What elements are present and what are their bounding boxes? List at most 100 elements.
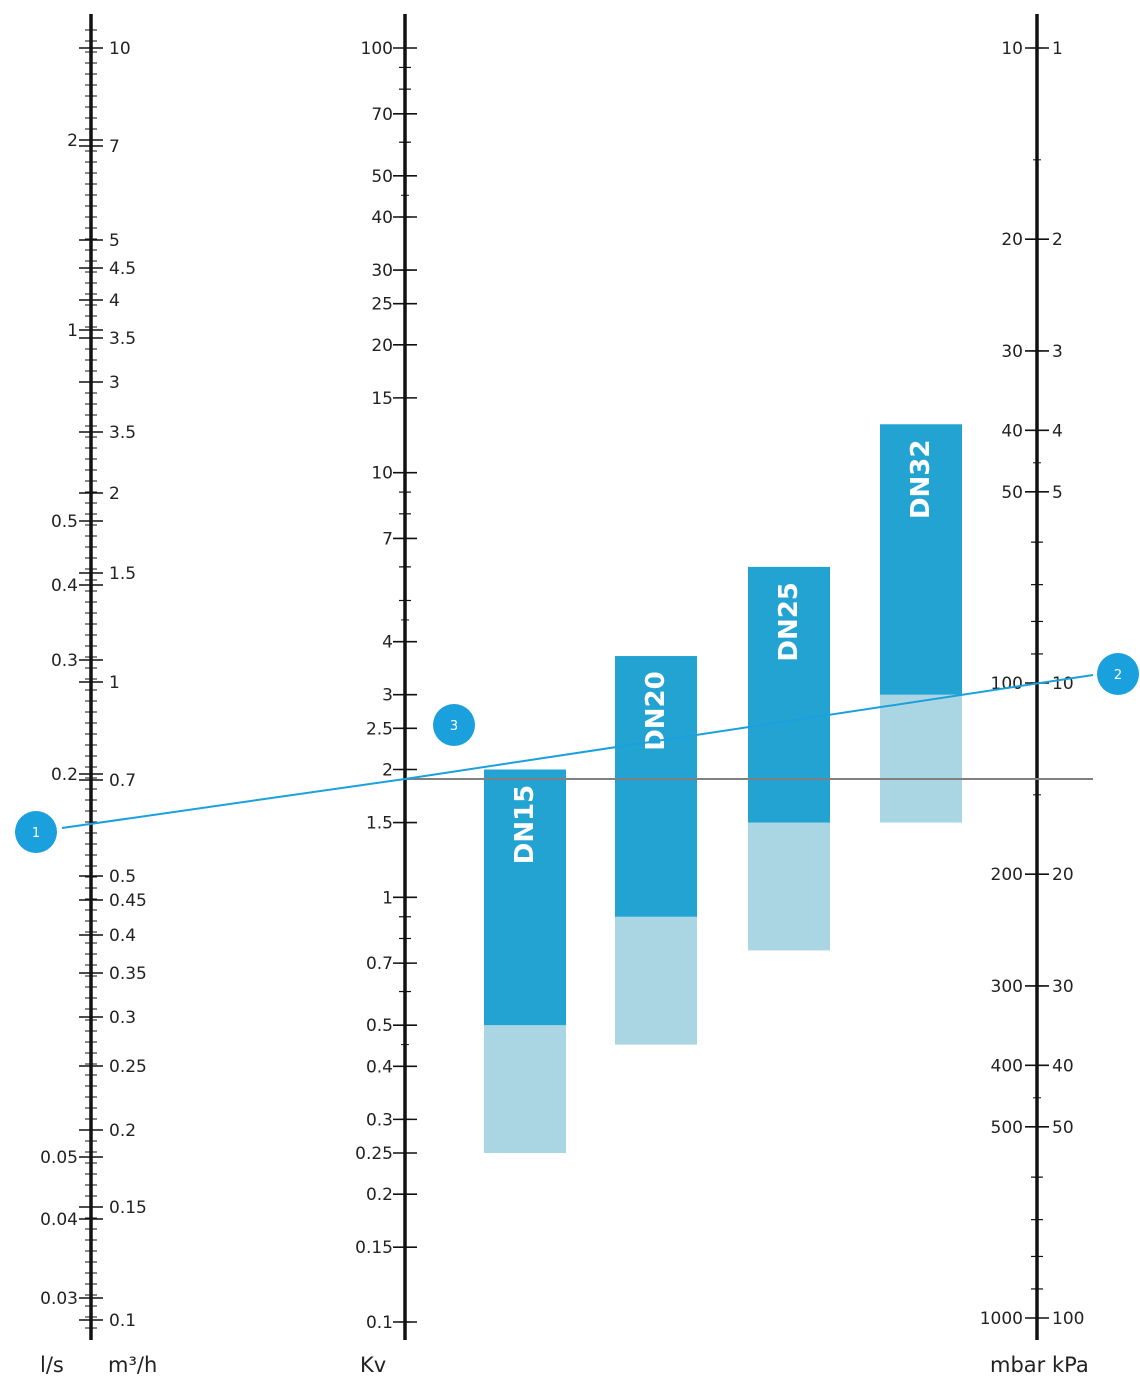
kpa-tick-label: 5 [1052, 483, 1063, 503]
valve-band-label: DN15 [510, 785, 540, 865]
m3h-tick-label: 3 [109, 373, 120, 393]
kv-tick-label: 4 [382, 633, 393, 653]
mbar-tick-label: 300 [991, 977, 1023, 997]
valve-band-dark [615, 656, 697, 917]
kpa-tick-label: 50 [1052, 1118, 1074, 1138]
ls-tick-label: 0.4 [51, 576, 78, 596]
kv-tick-label: 20 [371, 336, 393, 356]
ls-tick-label: 2 [67, 131, 78, 151]
ls-tick-label: 1 [67, 321, 78, 341]
valve-range-bands: DN15 DN20 DN25 DN32 [484, 424, 962, 1154]
valve-band-light [748, 822, 830, 951]
m3h-tick-label: 3.5 [109, 423, 136, 443]
kv-tick-label: 7 [382, 529, 393, 549]
mbar-tick-label: 100 [991, 674, 1023, 694]
m3h-tick-label: 0.3 [109, 1008, 136, 1028]
kv-tick-label: 1 [382, 888, 393, 908]
ls-tick-label: 0.3 [51, 651, 78, 671]
valve-band-light [880, 694, 962, 823]
valve-band-dark [484, 769, 566, 1026]
kv-tick-label: 0.1 [366, 1313, 393, 1333]
kv-tick-label: 100 [361, 39, 393, 59]
kpa-tick-label: 1 [1052, 39, 1063, 59]
m3h-tick-label: 5 [109, 231, 120, 251]
kv-tick-label: 0.4 [366, 1057, 393, 1077]
ls-tick-label: 0.04 [40, 1210, 78, 1230]
m3h-tick-label: 0.5 [109, 867, 136, 887]
valve-band-label: DN20 [641, 671, 671, 751]
m3h-tick-label: 7 [109, 137, 120, 157]
kv-tick-label: 10 [371, 464, 393, 484]
m3h-tick-label: 0.7 [109, 771, 136, 791]
kv-tick-label: 1.5 [366, 814, 393, 834]
valve-band-dark [880, 424, 962, 695]
m3h-tick-label: 0.45 [109, 891, 147, 911]
step-marker-label: 3 [450, 719, 458, 734]
mbar-tick-label: 20 [1001, 230, 1023, 250]
m3h-tick-label: 0.1 [109, 1311, 136, 1331]
kv-tick-label: 50 [371, 167, 393, 187]
kv-tick-label: 0.3 [366, 1110, 393, 1130]
mbar-tick-label: 30 [1001, 342, 1023, 362]
flow-to-kv-line [61, 777, 406, 829]
step-marker-label: 1 [32, 826, 40, 841]
nomogram-axes: 2 1 0.5 0.4 0.3 0.2 0.05 0.04 0.03 10 7 5 4.5 4 3.5 3 3.… [40, 14, 1084, 1340]
axis-unit-kpa: kPa [1052, 1353, 1089, 1377]
kv-tick-label: 3 [382, 686, 393, 706]
ls-tick-label: 0.03 [40, 1289, 78, 1309]
kpa-tick-label: 3 [1052, 342, 1063, 362]
mbar-tick-label: 50 [1001, 483, 1023, 503]
mbar-tick-label: 10 [1001, 39, 1023, 59]
mbar-tick-label: 400 [991, 1056, 1023, 1076]
axis-unit-ls: l/s [40, 1353, 64, 1377]
kv-tick-label: 30 [371, 261, 393, 281]
kv-tick-label: 2.5 [366, 719, 393, 739]
valve-band-label: DN25 [774, 582, 804, 662]
kv-tick-label: 40 [371, 208, 393, 228]
kv-tick-label: 25 [371, 295, 393, 315]
step-marker [1097, 653, 1139, 695]
axis-unit-mbar: mbar [990, 1353, 1046, 1377]
valve-band-label: DN32 [906, 440, 936, 520]
m3h-tick-label: 4 [109, 291, 120, 311]
ls-tick-label: 0.5 [51, 512, 78, 532]
m3h-tick-label: 3.5 [109, 329, 136, 349]
m3h-tick-label: 1 [109, 673, 120, 693]
step-marker [15, 811, 57, 853]
ls-tick-label: 0.2 [51, 765, 78, 785]
m3h-tick-label: 1.5 [109, 564, 136, 584]
kv-tick-label: 2 [382, 760, 393, 780]
step-marker-label: 2 [1114, 668, 1122, 683]
mbar-tick-label: 500 [991, 1118, 1023, 1138]
ls-tick-label: 0.05 [40, 1148, 78, 1168]
valve-band-light [484, 1025, 566, 1154]
kv-tick-label: 0.5 [366, 1016, 393, 1036]
mbar-tick-label: 200 [991, 865, 1023, 885]
kv-tick-label: 0.7 [366, 954, 393, 974]
kpa-tick-label: 4 [1052, 421, 1063, 441]
valve-band-light [615, 916, 697, 1045]
kv-to-pressure-line [404, 674, 1094, 780]
kv-tick-label: 15 [371, 389, 393, 409]
kpa-tick-label: 30 [1052, 977, 1074, 997]
mbar-tick-label: 1000 [980, 1309, 1023, 1329]
axis-unit-m3h: m³/h [108, 1353, 157, 1377]
m3h-tick-label: 0.15 [109, 1198, 147, 1218]
kpa-tick-label: 100 [1052, 1309, 1084, 1329]
mbar-tick-label: 40 [1001, 421, 1023, 441]
kpa-tick-label: 2 [1052, 230, 1063, 250]
kv-tick-label: 0.15 [355, 1238, 393, 1258]
kpa-tick-label: 40 [1052, 1056, 1074, 1076]
m3h-tick-label: 0.35 [109, 964, 147, 984]
m3h-tick-label: 2 [109, 484, 120, 504]
kv-tick-label: 70 [371, 105, 393, 125]
example-lines: 1 2 3 [15, 653, 1139, 853]
kv-tick-label: 0.2 [366, 1185, 393, 1205]
m3h-tick-label: 4.5 [109, 259, 136, 279]
kpa-tick-label: 10 [1052, 674, 1074, 694]
m3h-tick-label: 10 [109, 39, 131, 59]
kpa-tick-label: 20 [1052, 865, 1074, 885]
axis-unit-kv: Kv [360, 1353, 386, 1377]
kv-tick-label: 0.25 [355, 1144, 393, 1164]
